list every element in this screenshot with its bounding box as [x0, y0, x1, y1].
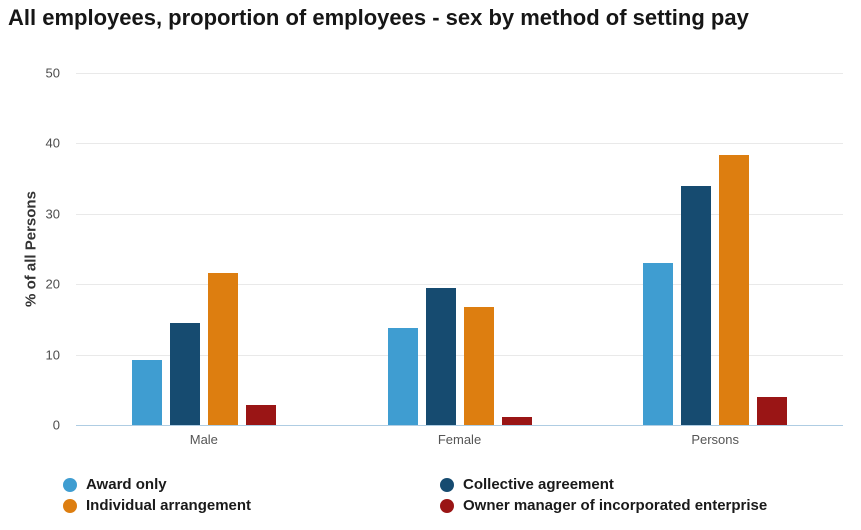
bar-collective-agreement-male	[169, 322, 200, 425]
legend-item-collective-agreement[interactable]: Collective agreement	[440, 476, 767, 493]
y-tick-label: 30	[45, 206, 60, 222]
legend-item-owner-manager-of-incorporated-enterprise[interactable]: Owner manager of incorporated enterprise	[440, 497, 767, 514]
legend-marker-collective-agreement	[440, 477, 454, 492]
bar-award-only-female	[387, 327, 418, 425]
y-tick-label: 0	[52, 417, 60, 433]
legend-label: Collective agreement	[463, 476, 614, 493]
legend-marker-owner-manager-of-incorporated-enterprise	[440, 498, 454, 513]
bar-individual-arrangement-male	[207, 272, 238, 425]
bar-award-only-persons	[643, 263, 674, 425]
bar-collective-agreement-persons	[681, 186, 712, 425]
gridline	[76, 354, 843, 356]
gridline	[76, 284, 843, 286]
legend-marker-individual-arrangement	[63, 498, 77, 513]
bar-group-male	[76, 73, 332, 425]
chart-title: All employees, proportion of employees -…	[8, 5, 749, 30]
bar-individual-arrangement-persons	[719, 154, 750, 425]
legend-label: Individual arrangement	[86, 497, 252, 514]
y-tick-label: 10	[45, 347, 60, 363]
bar-award-only-male	[131, 360, 162, 425]
gridline	[76, 213, 843, 215]
y-tick-label: 20	[45, 276, 60, 292]
bar-group-female	[332, 73, 588, 425]
y-axis-ticks: 0 10 20 30 40 50	[0, 66, 60, 433]
x-axis-labels: Male Female Persons	[76, 432, 843, 447]
legend-item-award-only[interactable]: Award only	[63, 476, 440, 493]
y-tick-label: 50	[45, 65, 60, 81]
bar-owner-manager-of-incorporated-enterprise-persons	[757, 396, 788, 425]
legend-label: Owner manager of incorporated enterprise	[463, 497, 768, 514]
legend-item-individual-arrangement[interactable]: Individual arrangement	[63, 497, 440, 514]
bar-owner-manager-of-incorporated-enterprise-male	[245, 404, 276, 425]
bar-collective-agreement-female	[425, 288, 456, 425]
x-category-label-persons: Persons	[691, 432, 740, 447]
legend-marker-award-only	[63, 477, 77, 492]
legend-label: Award only	[86, 476, 167, 493]
plot-area	[76, 73, 843, 426]
x-axis-line	[76, 425, 843, 426]
y-tick-label: 40	[45, 135, 60, 151]
gridline	[76, 73, 843, 74]
bar-individual-arrangement-female	[463, 306, 494, 425]
legend: Award only Collective agreement Individual…	[63, 476, 767, 514]
gridline	[76, 143, 843, 145]
x-category-label-female: Female	[437, 432, 482, 447]
bar-group-persons	[587, 73, 843, 425]
x-category-label-male: Male	[189, 432, 218, 447]
bar-owner-manager-of-incorporated-enterprise-female	[501, 417, 532, 425]
